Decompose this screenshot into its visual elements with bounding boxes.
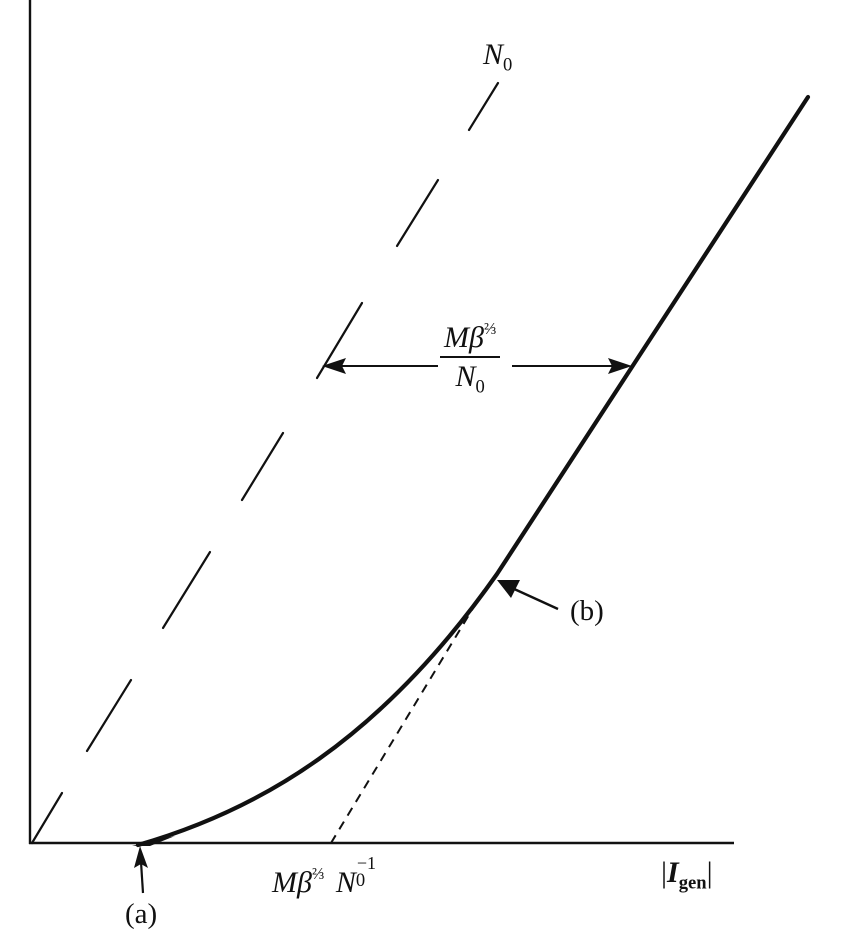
solid-curve bbox=[135, 94, 811, 848]
x-intercept-label: Mβ⅔ N −1 0 bbox=[272, 853, 390, 898]
n0-dashed-line bbox=[30, 81, 500, 845]
pointer-a bbox=[134, 846, 148, 894]
offset-fraction-label: Mβ⅔ N0 bbox=[440, 319, 501, 398]
point-a-label: (a) bbox=[125, 898, 158, 930]
fraction-bar bbox=[440, 355, 501, 358]
axes bbox=[28, 0, 734, 845]
n0-line-label: N0 bbox=[483, 40, 512, 75]
n0-symbol: N bbox=[483, 38, 504, 71]
fraction-denominator: N0 bbox=[455, 359, 485, 398]
asymptote-dashed-line bbox=[330, 589, 485, 844]
n0-sup-sub: −1 0 bbox=[355, 853, 376, 891]
point-b-label: (b) bbox=[570, 595, 604, 627]
arrowhead-right bbox=[608, 358, 632, 374]
curve-start-wedge bbox=[132, 836, 175, 846]
pointer-b bbox=[497, 580, 559, 611]
fraction-numerator: Mβ⅔ bbox=[444, 319, 497, 355]
n0-subscript: 0 bbox=[503, 54, 513, 76]
x-axis-label: |Igen| bbox=[661, 856, 713, 894]
offset-double-arrow bbox=[322, 358, 632, 374]
arrowhead-left bbox=[322, 358, 346, 374]
